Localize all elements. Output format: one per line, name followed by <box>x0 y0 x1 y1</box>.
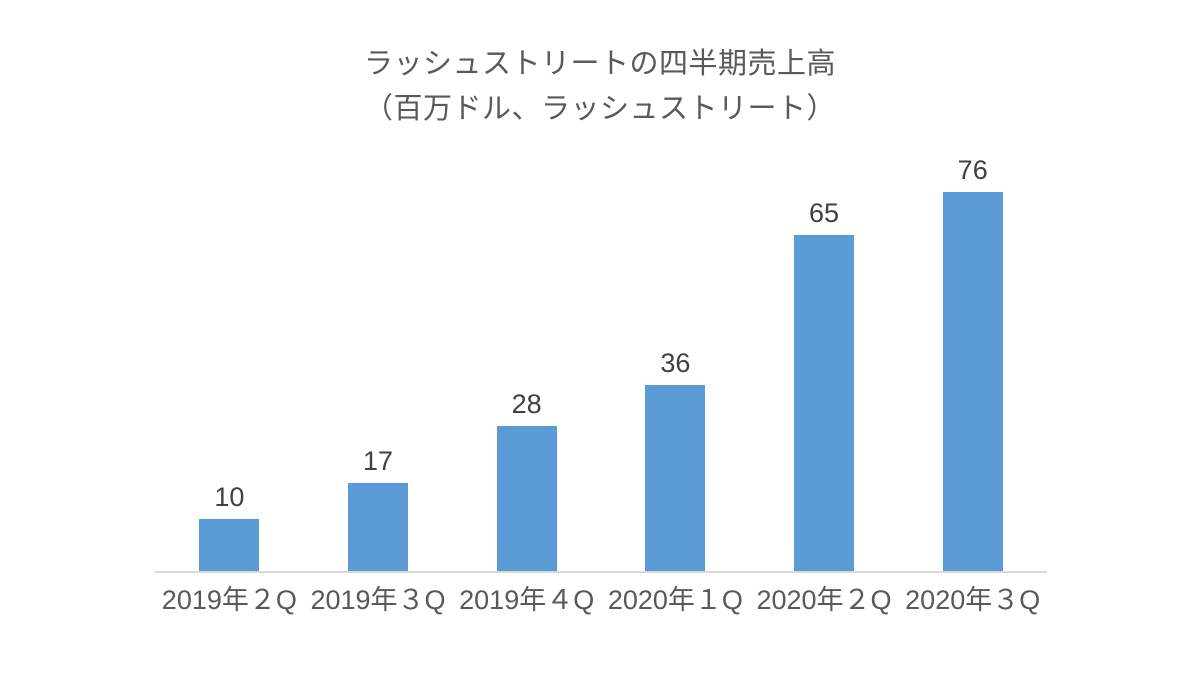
x-axis-tick-label: 2019年２Q <box>161 585 297 615</box>
bar-column: 28 <box>452 157 601 571</box>
x-axis-tick-label: 2019年４Q <box>459 585 595 615</box>
bar <box>348 483 408 571</box>
x-axis-tick-label: 2019年３Q <box>310 585 446 615</box>
bar-value-label: 28 <box>511 389 542 419</box>
bar <box>496 426 557 571</box>
bar-column: 36 <box>601 157 750 571</box>
bar-value-label: 10 <box>214 482 245 512</box>
chart-title-line-1: ラッシュストリートの四半期売上高 <box>363 48 836 80</box>
x-axis-tick-labels: 2019年２Q 2019年３Q 2019年４Q 2020年１Q 2020年２Q 2020年… <box>155 584 1047 616</box>
bar <box>645 385 706 571</box>
x-axis-tick-label: 2020年２Q <box>756 585 892 615</box>
x-axis-tick-label: 2020年３Q <box>905 585 1041 615</box>
bar <box>794 235 855 571</box>
bar-value-label: 36 <box>660 348 691 378</box>
plot-area: 10 17 28 36 65 76 <box>155 157 1047 573</box>
chart-title: ラッシュストリートの四半期売上高 （百万ドル、ラッシュストリート） <box>0 42 1200 132</box>
x-axis-tick-label: 2020年１Q <box>607 585 743 615</box>
bar-value-label: 65 <box>809 198 840 228</box>
bar <box>199 519 260 571</box>
bar-value-label: 76 <box>957 155 988 185</box>
bar <box>942 192 1003 571</box>
bar-column: 17 <box>304 157 453 571</box>
chart-title-line-2: （百万ドル、ラッシュストリート） <box>363 92 836 125</box>
bar-column: 65 <box>750 157 899 571</box>
bar-column: 10 <box>155 157 304 571</box>
bar-column: 76 <box>898 157 1047 571</box>
bar-value-label: 17 <box>362 446 394 476</box>
